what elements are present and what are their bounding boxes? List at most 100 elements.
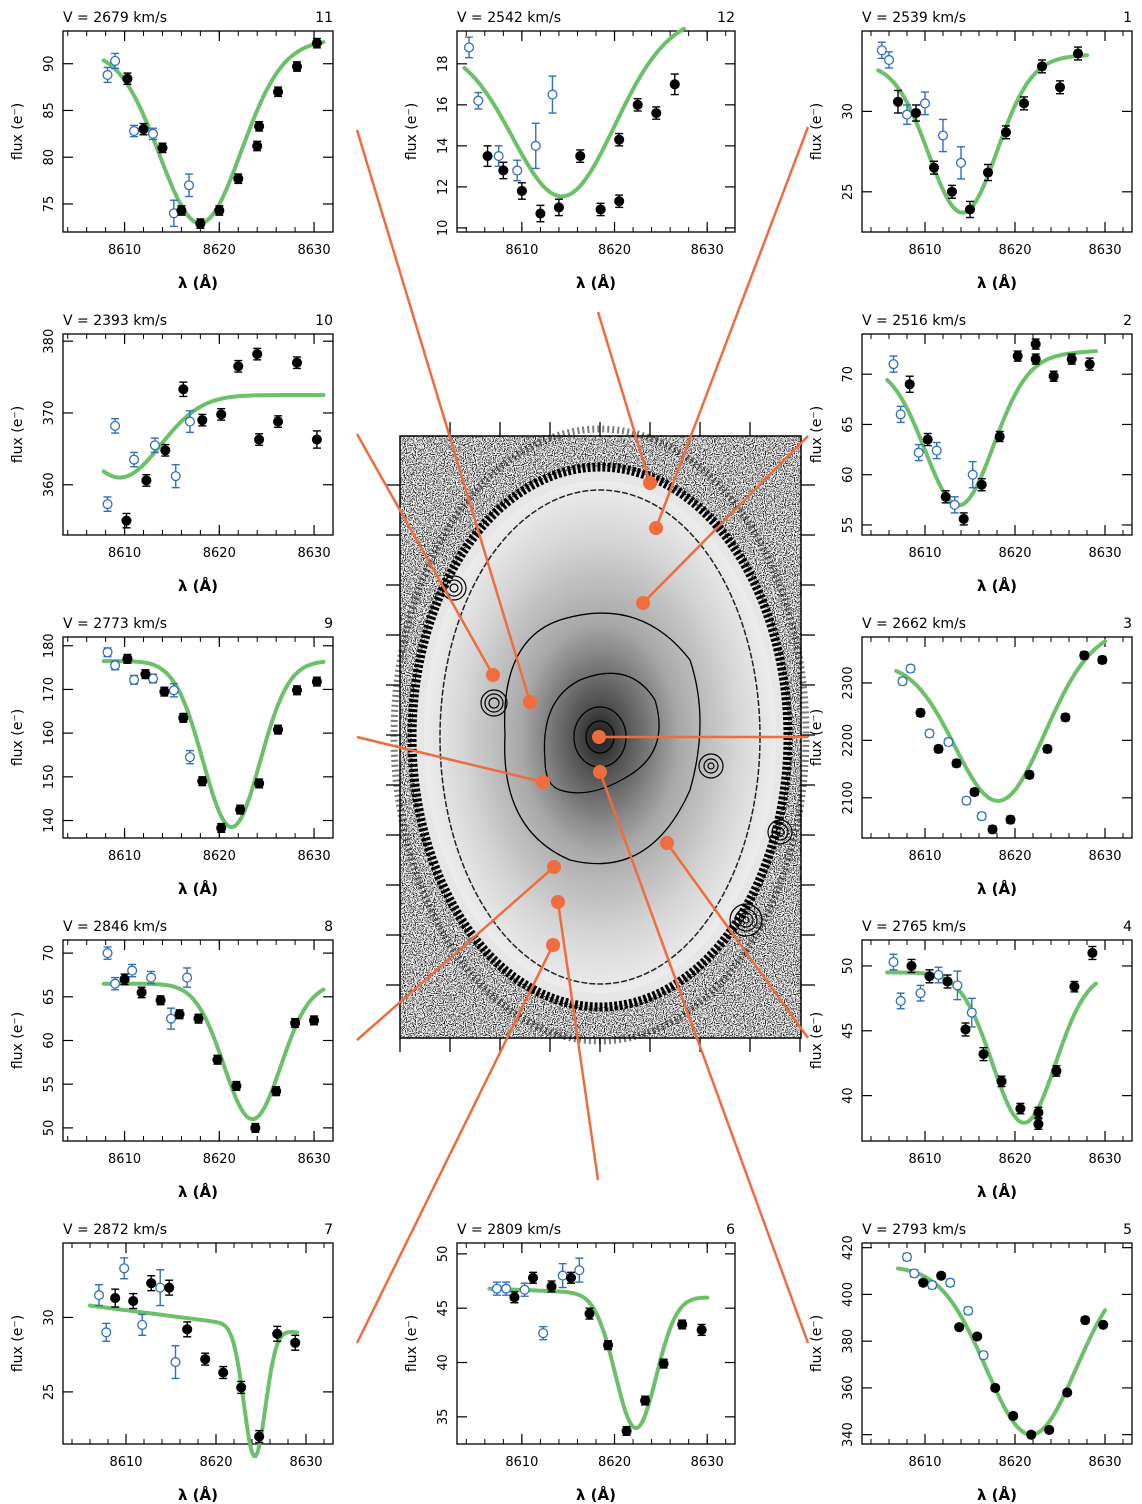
filled-data-point: [291, 685, 303, 696]
y-tick-label: 14: [436, 138, 451, 155]
marker: [200, 1354, 211, 1365]
filled-data-point: [272, 1325, 283, 1342]
y-tick-label: 25: [42, 1384, 57, 1401]
filled-data-point: [951, 758, 962, 769]
marker: [976, 479, 987, 490]
marker: [178, 712, 189, 723]
filled-data-point: [182, 1321, 193, 1338]
x-tick-label: 8610: [908, 243, 941, 258]
x-tick-label: 8610: [908, 1455, 941, 1470]
marker: [928, 162, 940, 173]
filled-data-point: [233, 359, 244, 373]
filled-data-point: [527, 1271, 539, 1284]
filled-data-point: [1080, 1315, 1091, 1326]
marker: [1087, 947, 1098, 959]
filled-data-point: [964, 200, 976, 219]
marker: [946, 186, 958, 197]
aperture-connectors: [355, 126, 810, 1344]
marker: [149, 440, 160, 451]
open-data-point: [463, 36, 475, 59]
marker: [990, 1382, 1001, 1393]
open-data-point: [170, 1345, 181, 1380]
marker: [1008, 1410, 1019, 1422]
connector-9: [356, 735, 544, 784]
marker: [602, 1340, 614, 1351]
open-data-point: [919, 91, 931, 116]
marker: [516, 185, 527, 197]
marker: [1042, 743, 1053, 755]
filled-data-point: [160, 443, 171, 457]
marker: [1054, 82, 1066, 93]
marker: [967, 469, 978, 480]
x-axis-label: λ (Å): [178, 879, 218, 898]
marker: [614, 196, 625, 207]
filled-data-point: [918, 1277, 929, 1288]
open-data-point: [184, 749, 195, 765]
marker: [110, 420, 121, 431]
marker: [904, 379, 915, 390]
y-tick-label: 50: [436, 1246, 451, 1263]
marker: [669, 79, 680, 90]
model-fit-line: [101, 981, 326, 1122]
aperture-10: [486, 668, 500, 682]
open-data-point: [146, 970, 157, 985]
panel-number: 2: [1123, 313, 1132, 329]
filled-data-point: [1042, 743, 1053, 755]
x-axis-label: λ (Å): [576, 1485, 616, 1504]
velocity-label: V = 2872 km/s: [63, 1222, 167, 1238]
open-data-point: [110, 52, 121, 70]
filled-data-point: [904, 375, 915, 393]
marker: [595, 204, 606, 215]
marker: [155, 995, 166, 1006]
velocity-label: V = 2773 km/s: [63, 616, 167, 632]
open-data-point: [557, 1262, 568, 1289]
open-data-point: [888, 953, 899, 971]
open-data-point: [102, 946, 113, 960]
marker: [1033, 1119, 1044, 1130]
spectrum-panels: V = 2679 km/s 11λ (Å)flux (e⁻)8610 8620 863…: [10, 10, 1133, 1504]
filled-data-point: [482, 145, 493, 168]
aperture-1: [649, 521, 663, 535]
y-axis-label: flux (e⁻): [404, 103, 420, 160]
open-data-point: [493, 145, 504, 168]
filled-data-point: [1026, 1429, 1037, 1440]
filled-data-point: [595, 202, 606, 217]
marker: [110, 660, 121, 671]
marker: [960, 1024, 971, 1035]
marker: [575, 151, 586, 162]
marker: [951, 758, 962, 769]
open-data-point: [927, 1280, 938, 1291]
open-data-point: [913, 443, 924, 462]
y-tick-label: 400: [841, 1282, 856, 1307]
marker: [547, 89, 558, 100]
filled-data-point: [696, 1323, 707, 1337]
velocity-label: V = 2679 km/s: [63, 10, 167, 26]
open-data-point: [165, 1007, 177, 1030]
filled-data-point: [922, 432, 933, 447]
y-axis-label: flux (e⁻): [404, 1315, 420, 1372]
marker: [614, 134, 625, 145]
y-axis-label: flux (e⁻): [10, 1315, 26, 1372]
panel-10: V = 2393 km/s 10 λ (Å) flux (e⁻) 8610 8620 863…: [10, 313, 334, 595]
filled-data-point: [273, 415, 284, 429]
marker: [147, 128, 159, 139]
panel-number: 5: [1123, 1222, 1132, 1238]
aperture-11: [523, 695, 537, 709]
marker: [102, 647, 113, 658]
y-tick-label: 45: [436, 1300, 451, 1317]
marker: [1079, 650, 1090, 661]
open-data-point: [101, 1322, 112, 1342]
x-tick-label: 8620: [203, 849, 236, 864]
filled-data-point: [136, 986, 147, 999]
open-data-point: [129, 451, 140, 468]
marker: [146, 1278, 157, 1289]
marker: [498, 165, 509, 176]
marker: [546, 1281, 557, 1292]
marker: [235, 804, 246, 815]
marker: [110, 55, 121, 66]
marker: [291, 357, 303, 368]
x-axis-label: λ (Å): [977, 879, 1017, 898]
marker: [311, 434, 322, 445]
filled-data-point: [978, 1046, 989, 1062]
marker: [961, 795, 972, 806]
